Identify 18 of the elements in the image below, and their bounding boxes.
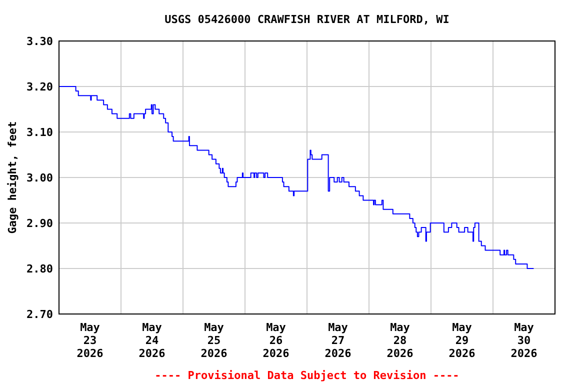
y-tick-label: 2.70: [26, 308, 53, 321]
x-tick-label: May 27 2026: [324, 321, 352, 360]
x-tick-label: May 25 2026: [200, 321, 228, 360]
chart-title: USGS 05426000 CRAWFISH RIVER AT MILFORD, WI: [164, 13, 450, 26]
x-tick-label: May 28 2026: [386, 321, 414, 360]
y-tick-label: 3.20: [26, 80, 53, 94]
x-tick-label: May 29 2026: [448, 321, 476, 360]
y-tick-label: 2.90: [26, 216, 53, 230]
x-tick-label: May 23 2026: [76, 321, 104, 360]
x-tick-label: May 30 2026: [510, 321, 538, 360]
y-tick-label: 2.80: [26, 262, 53, 276]
x-tick-label: May 24 2026: [138, 321, 166, 360]
text: ---- Provisional Data Subject to Revision ----: [154, 369, 460, 382]
y-tick-label: 3.00: [26, 171, 53, 184]
x-tick-label: May 26 2026: [262, 321, 290, 360]
y-tick-label: 3.10: [26, 126, 53, 139]
y-tick-label: 3.30: [26, 34, 53, 48]
y-axis-title: Gage height, feet: [6, 121, 19, 234]
